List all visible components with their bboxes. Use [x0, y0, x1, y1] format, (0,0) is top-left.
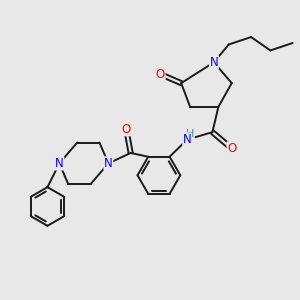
Text: N: N: [104, 157, 113, 170]
Text: O: O: [156, 68, 165, 81]
Text: O: O: [122, 123, 131, 136]
Text: N: N: [183, 133, 191, 146]
Text: O: O: [227, 142, 236, 155]
Text: N: N: [55, 157, 64, 170]
Text: N: N: [209, 56, 218, 69]
Text: H: H: [186, 129, 194, 139]
